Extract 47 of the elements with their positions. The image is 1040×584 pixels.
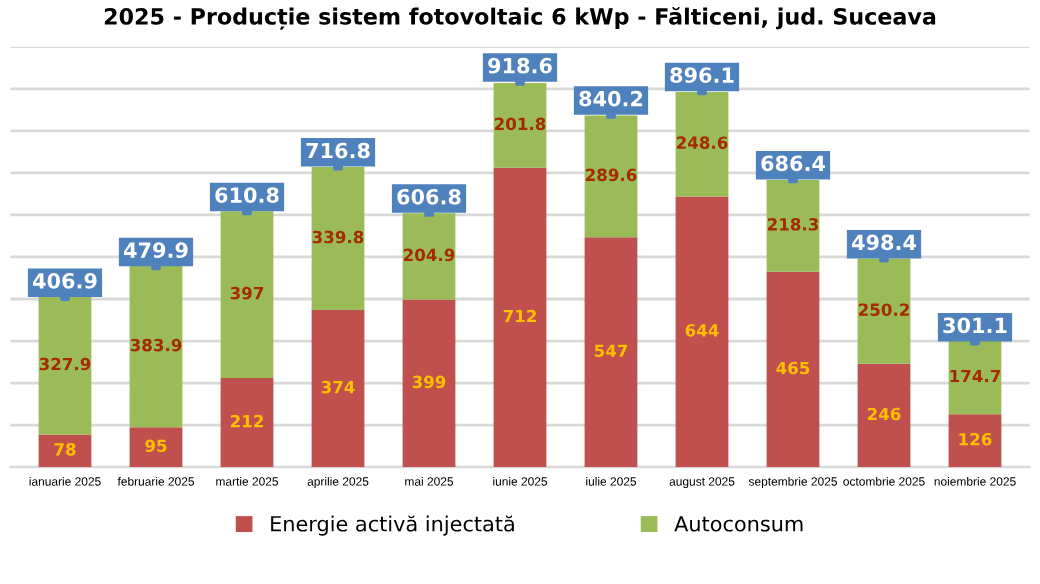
bar	[220, 378, 274, 468]
data-label: 547	[594, 344, 628, 358]
data-label: 465	[776, 361, 810, 375]
bar	[402, 299, 456, 468]
bar	[493, 167, 547, 468]
data-label: 212	[230, 414, 263, 428]
bar	[129, 427, 183, 468]
data-label: 327.9	[39, 357, 91, 371]
bar	[766, 271, 820, 468]
chart-title: 2025 - Producție sistem fotovoltaic 6 kWp - Fălticeni, jud. Suceava	[104, 7, 936, 30]
data-label: 201.8	[494, 117, 546, 131]
bar	[38, 434, 92, 468]
data-label: 610.8	[215, 187, 279, 203]
data-label: 204.9	[403, 248, 455, 262]
data-label: 397	[230, 286, 264, 300]
data-label: 374	[321, 380, 355, 394]
legend-label: Autoconsum	[674, 516, 803, 532]
data-label: 78	[54, 443, 76, 456]
data-label: 246	[867, 407, 901, 421]
data-label: 250.2	[858, 303, 909, 316]
data-label: 126	[959, 432, 992, 446]
bar	[311, 309, 365, 468]
data-label: 248.6	[676, 136, 728, 149]
data-label: 606.8	[397, 188, 461, 205]
data-label: 174.7	[950, 369, 1001, 383]
data-label: 644	[685, 324, 719, 337]
data-label: 95	[145, 439, 167, 453]
data-label: 498.4	[851, 234, 916, 251]
data-label: 712	[503, 309, 536, 323]
data-label: 289.6	[585, 168, 637, 182]
data-label: 301.1	[943, 317, 1007, 334]
data-label: 840.2	[579, 90, 643, 107]
bar	[584, 237, 638, 468]
data-label: 896.1	[670, 67, 734, 84]
bar	[857, 363, 911, 468]
data-label: 383.9	[130, 338, 182, 352]
data-label: 218.3	[767, 218, 819, 231]
data-label: 479.9	[123, 242, 188, 259]
data-label: 716.8	[306, 142, 370, 159]
data-label: 399	[412, 375, 446, 389]
legend-label: Energie activă injectată	[271, 515, 514, 536]
data-label: 686.4	[761, 155, 825, 172]
data-label: 406.9	[32, 272, 97, 289]
bar	[675, 196, 729, 468]
data-label: 339.8	[312, 230, 364, 244]
bar	[948, 414, 1002, 468]
data-label: 918.6	[488, 57, 552, 74]
